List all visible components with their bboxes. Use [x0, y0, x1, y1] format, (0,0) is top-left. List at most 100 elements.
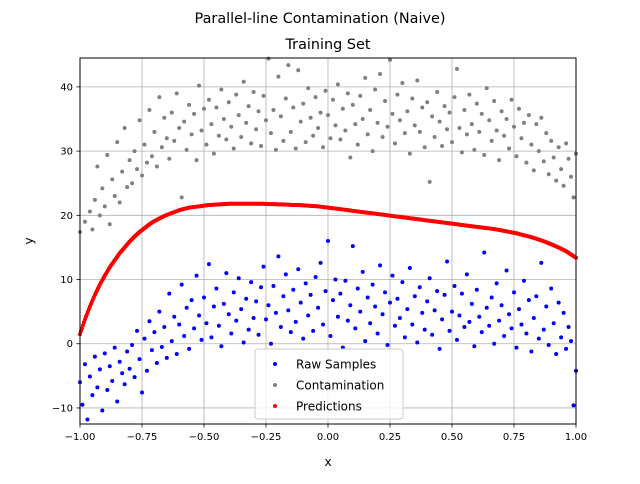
raw-sample-point [388, 300, 392, 305]
raw-sample-point [107, 364, 112, 369]
raw-sample-point [206, 262, 211, 267]
raw-sample-point [514, 345, 519, 350]
contamination-point [288, 129, 293, 134]
raw-sample-point [244, 296, 249, 301]
contamination-point [241, 79, 246, 84]
contamination-point [303, 140, 308, 145]
contamination-point [231, 146, 236, 151]
legend-marker-predictions [273, 404, 277, 408]
contamination-point [571, 195, 576, 200]
raw-sample-point [432, 308, 437, 313]
raw-sample-point [512, 290, 516, 295]
raw-sample-point [298, 300, 303, 305]
raw-sample-point [479, 330, 484, 335]
contamination-point [251, 90, 256, 95]
contamination-point [512, 124, 516, 129]
contamination-point [95, 164, 100, 169]
raw-sample-point [276, 254, 281, 259]
raw-sample-point [182, 334, 187, 339]
contamination-point [546, 172, 551, 177]
contamination-point [412, 123, 417, 128]
raw-sample-point [524, 331, 529, 336]
raw-sample-point [236, 276, 241, 281]
contamination-point [90, 227, 95, 232]
raw-sample-point [343, 278, 348, 283]
contamination-point [566, 156, 571, 161]
contamination-point [353, 122, 358, 127]
contamination-point [229, 124, 234, 129]
contamination-point [365, 132, 370, 137]
raw-sample-point [373, 304, 378, 309]
contamination-point [504, 117, 509, 121]
raw-sample-point [271, 283, 276, 288]
raw-sample-point [219, 344, 224, 349]
raw-sample-point [159, 344, 164, 349]
raw-sample-point [392, 323, 397, 328]
raw-sample-point [420, 310, 425, 315]
contamination-point [87, 209, 92, 214]
contamination-point [541, 159, 546, 164]
raw-sample-point [149, 348, 154, 353]
legend-marker-raw-samples [273, 362, 277, 366]
contamination-point [127, 158, 132, 163]
raw-sample-point [264, 317, 268, 322]
raw-sample-point [459, 291, 464, 296]
raw-sample-point [402, 335, 407, 340]
raw-sample-point [231, 290, 236, 295]
raw-sample-point [422, 327, 427, 332]
raw-sample-point [316, 305, 321, 310]
raw-sample-point [519, 322, 524, 327]
contamination-point [234, 92, 239, 97]
raw-sample-point [102, 351, 107, 356]
raw-sample-point [499, 303, 504, 308]
contamination-point [427, 179, 432, 184]
raw-sample-point [189, 298, 194, 303]
contamination-point [551, 155, 556, 160]
contamination-point [378, 72, 383, 77]
contamination-point [164, 136, 169, 141]
y-tick-label: 0 [67, 339, 73, 350]
contamination-point [440, 143, 445, 148]
contamination-point [281, 138, 286, 143]
contamination-point [209, 122, 214, 127]
contamination-point [177, 125, 182, 130]
raw-sample-point [197, 313, 202, 318]
raw-sample-point [90, 393, 95, 398]
contamination-point [221, 117, 226, 121]
contamination-point [92, 197, 97, 202]
contamination-point [390, 111, 395, 116]
raw-sample-point [172, 314, 177, 319]
raw-sample-point [194, 273, 199, 278]
raw-sample-point [229, 331, 234, 336]
raw-sample-point [559, 335, 564, 340]
raw-sample-point [127, 366, 132, 371]
contamination-point [360, 117, 365, 121]
raw-sample-point [554, 352, 559, 357]
contamination-point [137, 118, 142, 123]
raw-sample-point [278, 325, 283, 330]
contamination-point [385, 124, 390, 129]
raw-sample-point [246, 327, 251, 332]
raw-sample-point [125, 349, 130, 354]
predictions-series [78, 201, 578, 337]
raw-sample-point [100, 408, 105, 413]
contamination-point [144, 160, 149, 165]
contamination-point [157, 95, 162, 100]
contamination-point [266, 56, 271, 61]
raw-sample-point [541, 327, 546, 332]
contamination-point [487, 118, 492, 123]
raw-sample-point [447, 328, 452, 333]
raw-sample-point [209, 335, 214, 340]
contamination-point [100, 186, 105, 191]
x-axis-label: x [324, 455, 331, 469]
raw-sample-point [216, 323, 221, 328]
contamination-point [120, 169, 125, 174]
contamination-point [539, 115, 544, 120]
contamination-point [256, 109, 261, 114]
x-tick-label: 0.75 [503, 432, 525, 443]
contamination-point [135, 167, 140, 172]
raw-sample-point [137, 357, 142, 362]
contamination-point [162, 115, 167, 120]
contamination-point [499, 109, 504, 114]
